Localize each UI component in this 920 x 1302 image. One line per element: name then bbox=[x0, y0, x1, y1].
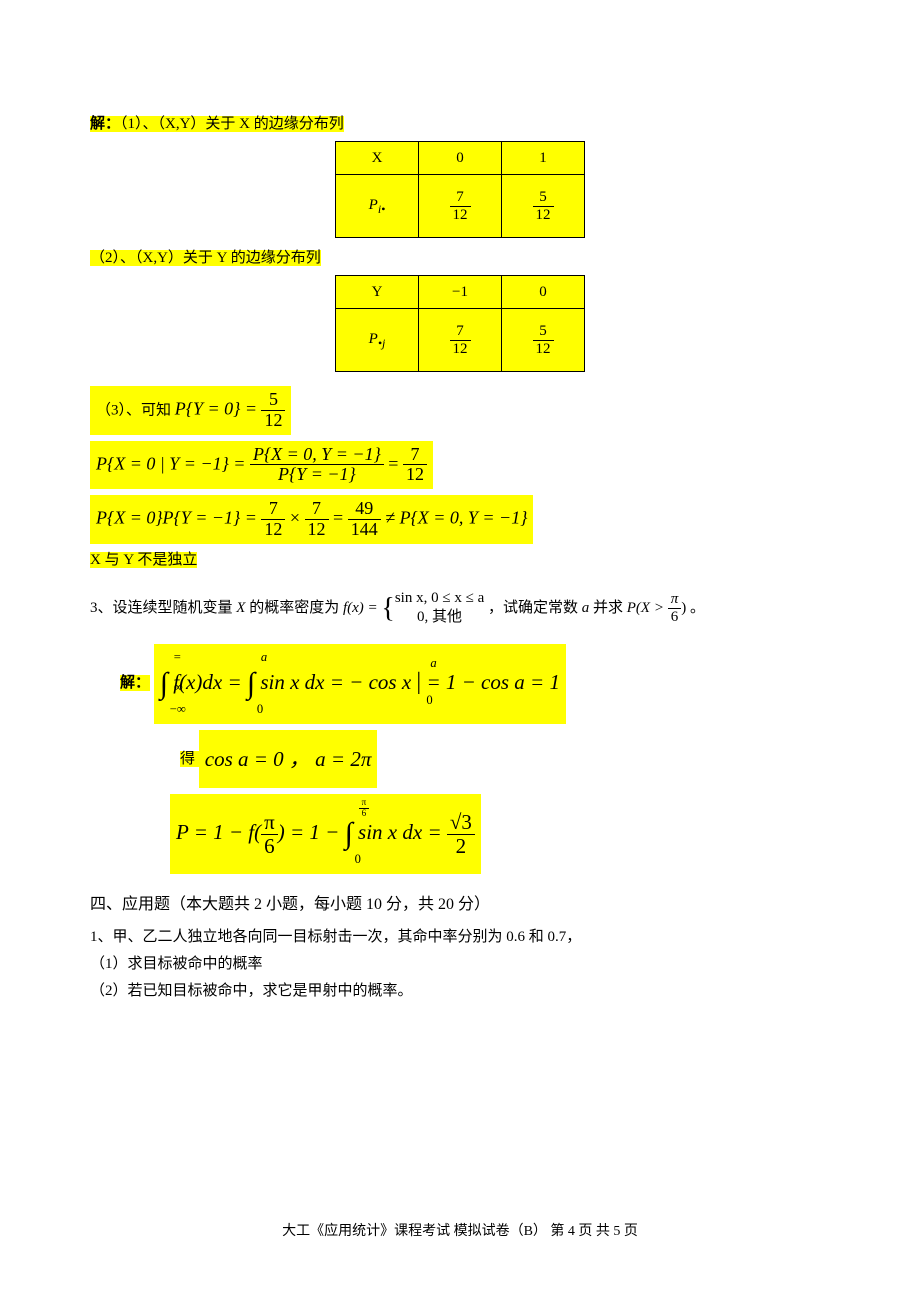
app-q1-2: （2）若已知目标被命中，求它是甲射中的概率。 bbox=[90, 981, 830, 1002]
solution-part1: 解：（1）、（X,Y）关于 X 的边缘分布列 bbox=[90, 114, 830, 135]
solution-label: 解： bbox=[90, 116, 120, 132]
table-y-var: Y bbox=[336, 276, 419, 309]
table-x: X 0 1 Pi• 712 512 bbox=[335, 141, 585, 238]
table-y-c2: 0 bbox=[502, 276, 585, 309]
table-y: Y −1 0 P•j 712 512 bbox=[335, 275, 585, 372]
solution-part3-line4: X 与 Y 不是独立 bbox=[90, 550, 830, 571]
question-3: 3、设连续型随机变量 X 的概率密度为 f(x) = { sin x, 0 ≤ … bbox=[90, 589, 830, 628]
table-x-v1: 712 bbox=[419, 175, 502, 238]
table-y-v2: 512 bbox=[502, 309, 585, 372]
table-y-v1: 712 bbox=[419, 309, 502, 372]
section-4-title: 四、应用题（本大题共 2 小题，每小题 10 分，共 20 分） bbox=[90, 894, 830, 916]
table-x-c2: 1 bbox=[502, 142, 585, 175]
table-y-rowlabel: P•j bbox=[336, 309, 419, 372]
solution-part2: （2）、（X,Y）关于 Y 的边缘分布列 bbox=[90, 248, 830, 269]
solution-part3-line1: （3）、可知 P{Y = 0} = 512 bbox=[90, 386, 830, 435]
table-x-var: X bbox=[336, 142, 419, 175]
q3-sol-label: 解： bbox=[120, 675, 150, 691]
solution-part3-line2: P{X = 0 | Y = −1} = P{X = 0, Y = −1}P{Y … bbox=[90, 441, 830, 490]
q3-solution: 解： ∫= ∞−∞ f(x)dx = ∫a0 sin x dx = − cos … bbox=[120, 644, 830, 874]
part1-text: （1）、（X,Y）关于 X 的边缘分布列 bbox=[120, 116, 344, 132]
app-q1: 1、甲、乙二人独立地各向同一目标射击一次，其命中率分别为 0.6 和 0.7， bbox=[90, 927, 830, 948]
app-q1-1: （1）求目标被命中的概率 bbox=[90, 954, 830, 975]
solution-part3-line3: P{X = 0}P{Y = −1} = 712 × 712 = 49144 ≠ … bbox=[90, 495, 830, 544]
table-x-c1: 0 bbox=[419, 142, 502, 175]
table-y-c1: −1 bbox=[419, 276, 502, 309]
part2-text: （2）、（X,Y）关于 Y 的边缘分布列 bbox=[90, 250, 321, 266]
table-x-v2: 512 bbox=[502, 175, 585, 238]
page-footer: 大工《应用统计》课程考试 模拟试卷（B） 第 4 页 共 5 页 bbox=[90, 1222, 830, 1242]
table-x-rowlabel: Pi• bbox=[336, 175, 419, 238]
